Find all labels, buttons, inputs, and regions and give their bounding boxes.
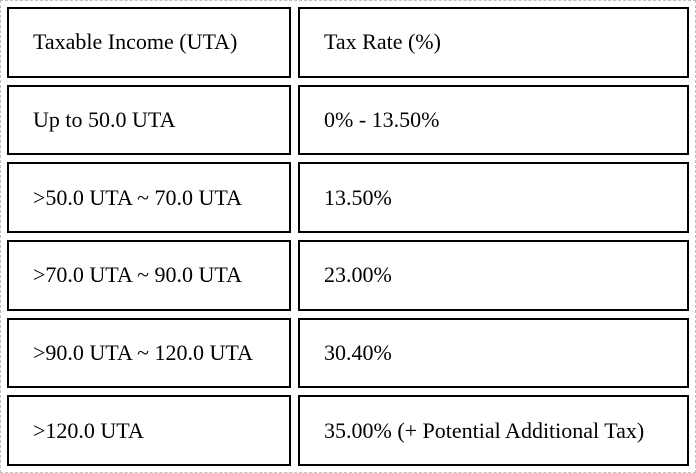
col-header-taxable-income: Taxable Income (UTA) <box>7 7 291 78</box>
income-cell: >50.0 UTA ~ 70.0 UTA <box>7 162 291 233</box>
rate-cell: 23.00% <box>298 239 689 311</box>
rate-cell: 35.00% (+ Potential Additional Tax) <box>298 395 689 466</box>
rate-cell: 13.50% <box>298 162 689 233</box>
rate-cell: 30.40% <box>298 317 689 389</box>
income-cell: >90.0 UTA ~ 120.0 UTA <box>7 317 291 389</box>
table-header-row: Taxable Income (UTA) Tax Rate (%) <box>7 7 689 78</box>
table-row: >90.0 UTA ~ 120.0 UTA 30.40% <box>7 317 689 389</box>
table-row: >120.0 UTA 35.00% (+ Potential Additiona… <box>7 395 689 466</box>
table-row: >70.0 UTA ~ 90.0 UTA 23.00% <box>7 239 689 311</box>
table-row: >50.0 UTA ~ 70.0 UTA 13.50% <box>7 162 689 233</box>
income-cell: >70.0 UTA ~ 90.0 UTA <box>7 239 291 311</box>
rate-cell: 0% - 13.50% <box>298 84 689 156</box>
table-row: Up to 50.0 UTA 0% - 13.50% <box>7 84 689 156</box>
income-cell: Up to 50.0 UTA <box>7 84 291 156</box>
col-header-tax-rate: Tax Rate (%) <box>298 7 689 78</box>
income-cell: >120.0 UTA <box>7 395 291 466</box>
